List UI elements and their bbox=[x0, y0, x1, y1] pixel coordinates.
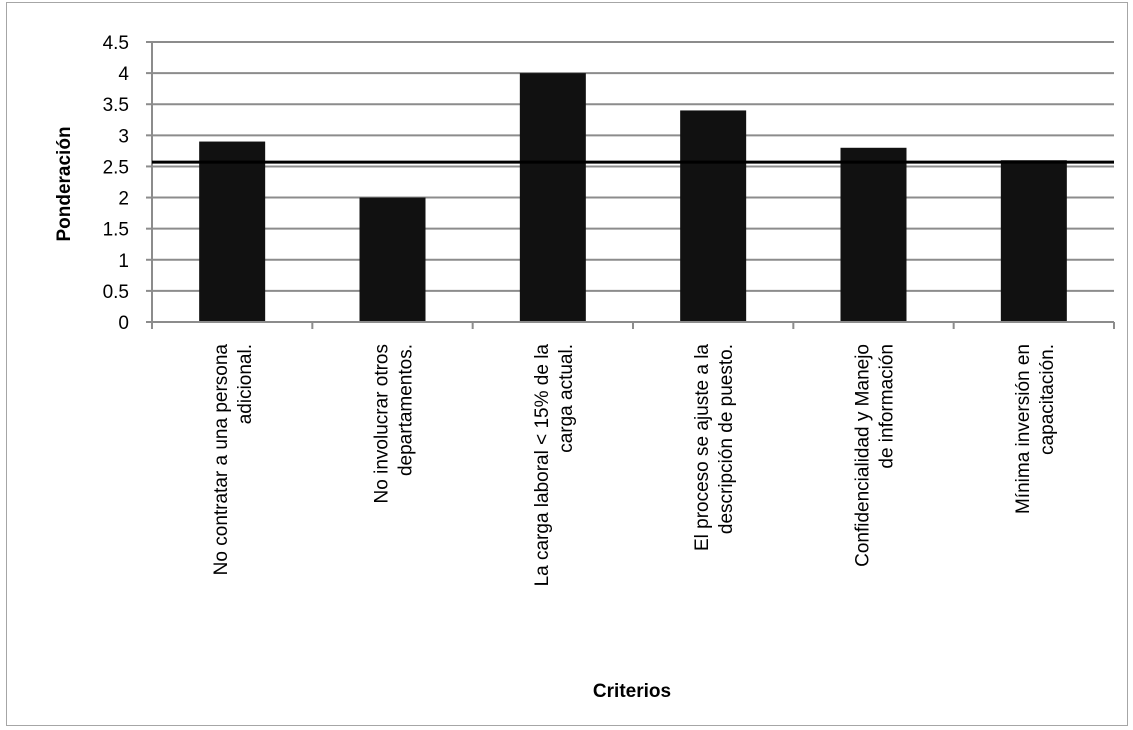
gridlines bbox=[152, 41, 1114, 292]
x-category-labels: No contratar a una persona adicional. No i… bbox=[211, 344, 1058, 587]
x-category-label-line: El proceso se ajuste a la bbox=[692, 344, 713, 551]
y-tick-label: 2 bbox=[118, 189, 129, 210]
x-category-label: No contratar a una persona adicional. bbox=[211, 344, 256, 576]
bar bbox=[1000, 160, 1067, 322]
x-axis-title: Criterios bbox=[593, 681, 671, 702]
bar bbox=[359, 197, 426, 322]
y-tick-label: 4 bbox=[118, 64, 129, 85]
x-category-label-line: Mínima inversión en bbox=[1013, 344, 1034, 514]
bar bbox=[199, 141, 266, 322]
y-tick-label: 1.5 bbox=[103, 220, 129, 241]
x-category-label-line: Confidencialidad y Manejo bbox=[853, 344, 874, 567]
bar bbox=[840, 147, 907, 322]
y-tick-label: 4.5 bbox=[103, 33, 129, 54]
x-category-label: Confidencialidad y Manejo de información bbox=[853, 344, 898, 567]
x-category-label-line: departamentos. bbox=[396, 344, 417, 476]
y-tick-label: 3 bbox=[118, 126, 129, 147]
x-category-label-line: descripción de puesto. bbox=[716, 344, 737, 534]
y-tick-label: 2.5 bbox=[103, 157, 129, 178]
x-category-label-line: La carga laboral < 15% de la bbox=[532, 344, 553, 587]
y-tick-label: 3.5 bbox=[103, 95, 129, 116]
x-category-label: No involucrar otros departamentos. bbox=[372, 344, 417, 503]
bar bbox=[680, 110, 747, 322]
y-tick-label: 0 bbox=[118, 313, 129, 334]
axes bbox=[151, 42, 1115, 329]
x-category-label-line: de información bbox=[877, 344, 898, 469]
x-category-label: La carga laboral < 15% de la carga actual… bbox=[532, 344, 577, 587]
bars bbox=[199, 73, 1067, 322]
bar bbox=[519, 73, 586, 322]
x-category-label-line: adicional. bbox=[235, 344, 256, 424]
x-category-label-line: capacitación. bbox=[1037, 344, 1058, 455]
x-category-label-line: No involucrar otros bbox=[372, 344, 393, 503]
y-axis-title: Ponderación bbox=[54, 126, 75, 241]
y-tick-labels: 0 0.5 1 1.5 2 2.5 3 3.5 4 4.5 bbox=[103, 33, 152, 334]
x-category-label-line: carga actual. bbox=[556, 344, 577, 453]
x-category-label: El proceso se ajuste a la descripción de … bbox=[692, 344, 737, 551]
x-category-label-line: No contratar a una persona bbox=[211, 344, 232, 576]
y-tick-label: 0.5 bbox=[103, 282, 129, 303]
x-category-label: Mínima inversión en capacitación. bbox=[1013, 344, 1058, 514]
y-tick-label: 1 bbox=[118, 251, 129, 272]
